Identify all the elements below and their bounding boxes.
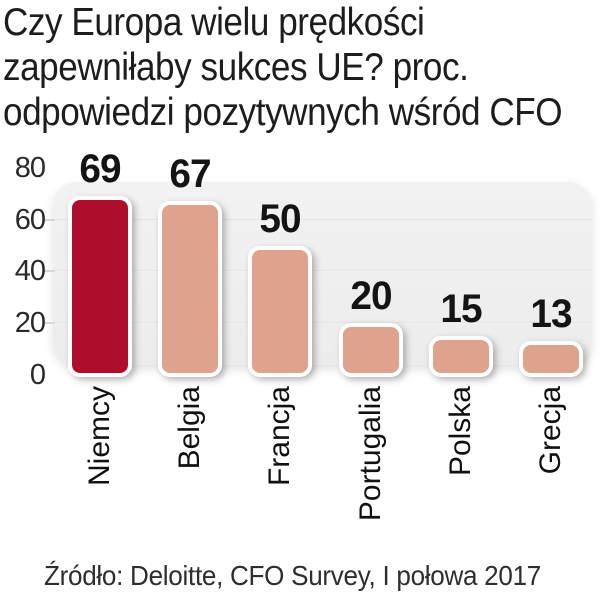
- y-axis-tick-label: 80: [14, 151, 46, 184]
- category-label: Niemcy: [83, 386, 116, 487]
- bar-chart: 0 20 40 60 80 69 Niemcy 67 Belgia 50 Francja 20 Port…: [14, 147, 592, 522]
- category-label: Grecja: [534, 386, 567, 475]
- source-note: Źródło: Deloitte, CFO Survey, I połowa 2…: [44, 560, 541, 591]
- bar: [338, 323, 403, 377]
- value-label: 50: [259, 196, 302, 241]
- value-label: 15: [440, 287, 482, 332]
- bar: [68, 196, 132, 377]
- category-label: Polska: [443, 386, 477, 477]
- gridline: [53, 218, 592, 221]
- value-label: 20: [349, 274, 392, 319]
- bar: [248, 245, 313, 377]
- chart-title-line-1: Czy Europa wielu prędkości: [3, 1, 425, 44]
- value-label: 67: [169, 152, 212, 197]
- bar: [519, 341, 583, 377]
- chart-title-line-2: zapewniłaby sukces UE? proc.: [3, 46, 469, 89]
- category-label: Francja: [263, 386, 297, 487]
- plot-area: [53, 182, 592, 365]
- category-label: Portugalia: [353, 386, 387, 522]
- gridline: [53, 270, 592, 273]
- bar: [428, 336, 493, 377]
- y-axis-tick-mark: [43, 218, 55, 221]
- y-axis-tick-label: 0: [29, 359, 46, 391]
- chart-title-line-3: odpowiedzi pozytywnych wśród CFO: [3, 91, 563, 134]
- y-axis-tick-label: 20: [14, 307, 46, 340]
- value-label: 13: [530, 292, 572, 337]
- value-label: 69: [79, 147, 121, 192]
- chart-title: Czy Europa wielu prędkości zapewniłaby s…: [3, 0, 608, 135]
- y-axis-tick-label: 40: [14, 255, 46, 288]
- category-label: Belgia: [173, 386, 207, 470]
- y-axis-tick-label: 60: [14, 203, 46, 236]
- y-axis-tick-mark: [43, 270, 55, 273]
- y-axis-tick-mark: [43, 322, 55, 325]
- gridline: [53, 322, 592, 325]
- bar: [158, 201, 223, 377]
